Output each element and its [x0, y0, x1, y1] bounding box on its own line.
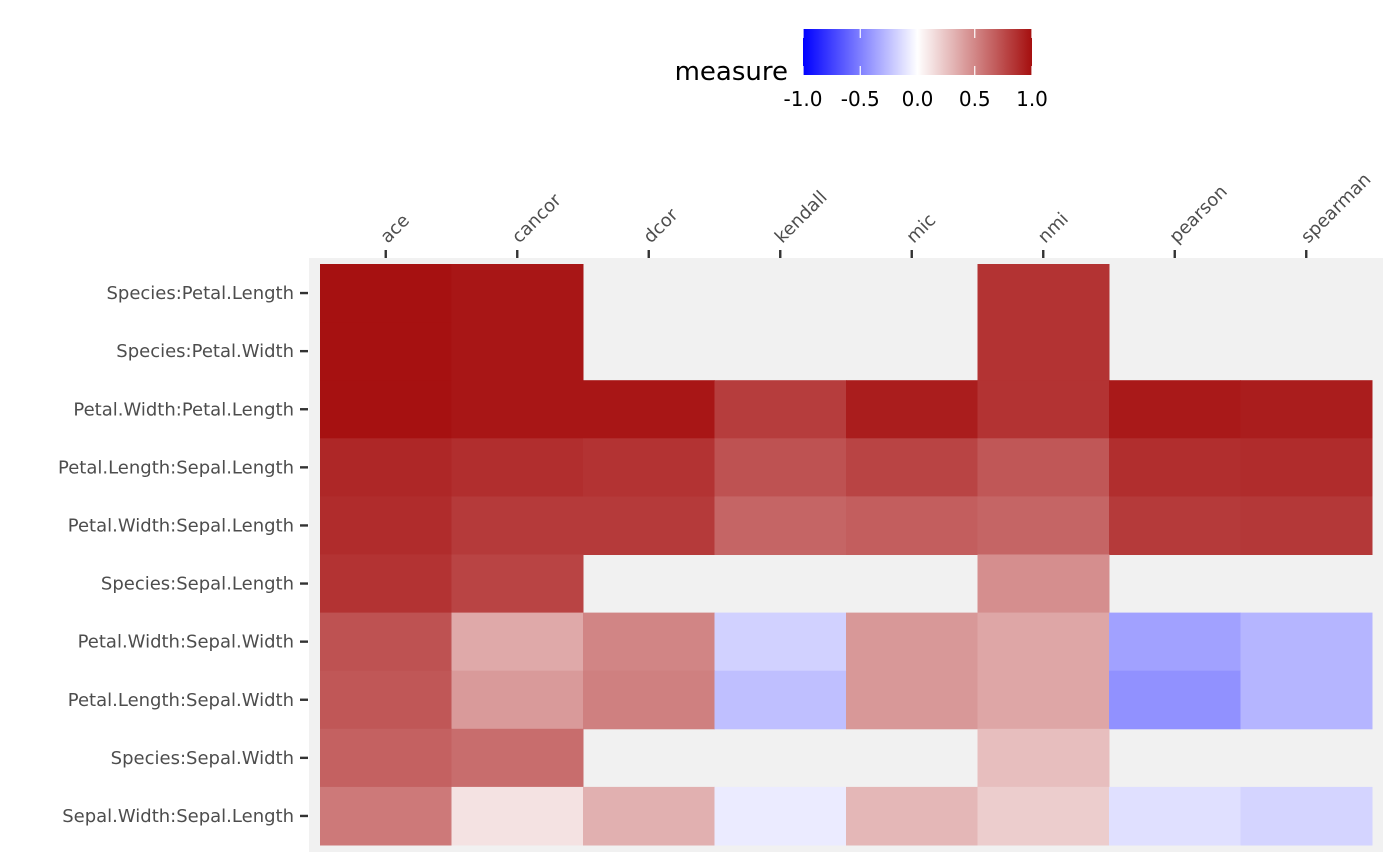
heatmap-cell — [977, 264, 1110, 323]
heatmap-cell — [1109, 670, 1241, 730]
y-tick-label: Petal.Width:Petal.Length — [73, 399, 294, 420]
heatmap-cell — [1109, 438, 1241, 497]
heatmap-cell — [714, 496, 847, 555]
y-tick-label: Species:Sepal.Width — [111, 748, 294, 769]
x-tick-label: dcor — [639, 204, 682, 247]
heatmap-cell — [320, 496, 452, 555]
heatmap-cell — [583, 786, 715, 846]
heatmap-cell — [714, 380, 847, 439]
color-legend: measure -1.0 -0.5 0.0 0.5 1.0 — [675, 29, 1048, 111]
heatmap-cell — [320, 554, 452, 614]
legend-tick-label: -0.5 — [841, 87, 880, 111]
heatmap-cell — [583, 496, 715, 555]
heatmap-cell — [1109, 380, 1241, 439]
heatmap-cell — [1240, 786, 1373, 846]
x-tick-label: mic — [902, 210, 940, 248]
y-tick-label: Petal.Width:Sepal.Width — [78, 632, 294, 653]
heatmap-cell — [977, 612, 1110, 672]
heatmap-cell — [846, 612, 978, 672]
legend-title: measure — [675, 57, 788, 87]
y-tick-label: Species:Sepal.Length — [101, 574, 294, 595]
heatmap-cell — [977, 380, 1110, 439]
heatmap-cell — [714, 786, 847, 846]
legend-tick-label: 0.5 — [959, 87, 991, 111]
heatmap-cell — [320, 322, 452, 381]
y-tick-label: Sepal.Width:Sepal.Length — [62, 806, 294, 827]
heatmap-cell — [1240, 670, 1373, 730]
heatmap-cell — [846, 496, 978, 555]
heatmap-cell — [846, 438, 978, 497]
heatmap-cell — [1109, 496, 1241, 555]
heatmap-cell — [977, 496, 1110, 555]
x-tick-label: kendall — [771, 187, 832, 248]
heatmap-cell — [714, 670, 847, 730]
legend-tick-label: -1.0 — [783, 87, 822, 111]
heatmap-cell — [451, 786, 584, 846]
x-tick-label: spearman — [1297, 169, 1375, 247]
heatmap-cell — [451, 438, 584, 497]
heatmap-cell — [977, 786, 1110, 846]
heatmap-cell — [714, 612, 847, 672]
heatmap-cell — [977, 728, 1110, 788]
heatmap-cell — [451, 554, 584, 614]
heatmap-cell — [451, 322, 584, 381]
heatmap-cell — [846, 380, 978, 439]
heatmap-cell — [846, 786, 978, 846]
heatmap-cell — [320, 786, 452, 846]
heatmap-cell — [977, 554, 1110, 614]
y-tick-label: Species:Petal.Width — [116, 341, 294, 362]
x-axis: ace cancor dcor kendall mic nmi pearson spearma… — [376, 169, 1375, 258]
heatmap-cell — [451, 670, 584, 730]
heatmap-cell — [451, 612, 584, 672]
heatmap-cell — [977, 438, 1110, 497]
heatmap-cell — [320, 264, 452, 323]
y-tick-label: Petal.Width:Sepal.Length — [68, 515, 294, 536]
heatmap-cell — [977, 322, 1110, 381]
heatmap-cell — [977, 670, 1110, 730]
heatmap-cell — [451, 380, 584, 439]
x-tick-label: nmi — [1034, 209, 1073, 248]
heatmap-cell — [1109, 786, 1241, 846]
y-tick-label: Species:Petal.Length — [106, 283, 294, 304]
heatmap-cell — [320, 380, 452, 439]
heatmap-cell — [1240, 496, 1373, 555]
heatmap-cell — [1109, 612, 1241, 672]
y-tick-label: Petal.Length:Sepal.Width — [68, 690, 294, 711]
heatmap-cell — [1240, 380, 1373, 439]
heatmap-cells — [320, 264, 1373, 846]
heatmap-cell — [320, 728, 452, 788]
heatmap-cell — [320, 438, 452, 497]
heatmap-cell — [320, 612, 452, 672]
heatmap-cell — [714, 438, 847, 497]
x-tick-label: pearson — [1165, 181, 1231, 247]
heatmap-cell — [451, 496, 584, 555]
heatmap-cell — [1240, 612, 1373, 672]
heatmap-cell — [583, 380, 715, 439]
heatmap-cell — [846, 670, 978, 730]
x-tick-label: ace — [376, 210, 413, 247]
x-tick-label: cancor — [508, 189, 566, 247]
y-tick-label: Petal.Length:Sepal.Length — [58, 457, 294, 478]
heatmap-cell — [583, 612, 715, 672]
legend-tick-label: 0.0 — [902, 87, 934, 111]
heatmap-cell — [583, 438, 715, 497]
heatmap-cell — [1240, 438, 1373, 497]
heatmap-cell — [320, 670, 452, 730]
heatmap-cell — [583, 670, 715, 730]
heatmap-cell — [451, 728, 584, 788]
legend-tick-label: 1.0 — [1016, 87, 1048, 111]
heatmap-cell — [451, 264, 584, 323]
y-axis: Species:Petal.Length Species:Petal.Width P… — [58, 283, 308, 827]
